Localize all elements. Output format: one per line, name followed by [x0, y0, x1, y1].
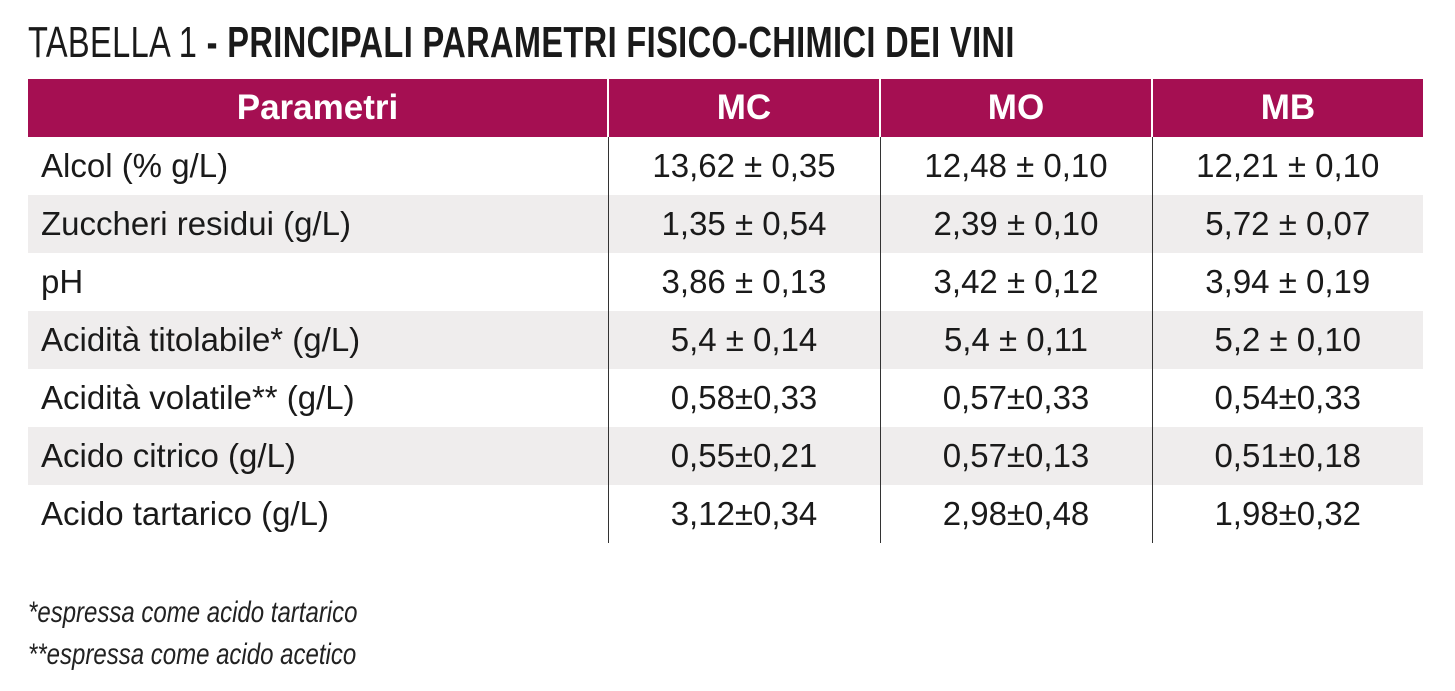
data-table: Parametri MC MO MB Alcol (% g/L) 13,62 ± 0,3… — [28, 79, 1423, 543]
table-cell: 5,72 ± 0,07 — [1151, 195, 1423, 253]
header-cell: Parametri — [28, 79, 608, 137]
table-row: Acidità volatile** (g/L) 0,58±0,33 0,57±0,… — [28, 369, 1423, 427]
table-row: Zuccheri residui (g/L) 1,35 ± 0,54 2,39 ± … — [28, 195, 1423, 253]
table-cell: 5,4 ± 0,11 — [879, 311, 1152, 369]
header-cell: MO — [879, 79, 1152, 137]
header-cell: MC — [607, 79, 880, 137]
table-cell: 2,98±0,48 — [879, 485, 1152, 543]
footnote: **espressa come acido acetico — [28, 638, 357, 671]
table-row: pH 3,86 ± 0,13 3,42 ± 0,12 3,94 ± 0,19 — [28, 253, 1423, 311]
table-row: Acido citrico (g/L) 0,55±0,21 0,57±0,13 0,5… — [28, 427, 1423, 485]
table-cell: 0,58±0,33 — [607, 369, 880, 427]
table-row: Acido tartarico (g/L) 3,12±0,34 2,98±0,48 1… — [28, 485, 1423, 543]
table-cell: 0,54±0,33 — [1151, 369, 1423, 427]
table-cell: 3,12±0,34 — [607, 485, 880, 543]
row-label: Acido citrico (g/L) — [28, 427, 608, 485]
table-cell: 3,94 ± 0,19 — [1151, 253, 1423, 311]
table-title: TABELLA 1 - PRINCIPALI PARAMETRI FISICO-… — [28, 18, 1015, 68]
row-label: Zuccheri residui (g/L) — [28, 195, 608, 253]
row-label: pH — [41, 263, 84, 300]
row-label: Alcol (% g/L) — [41, 147, 229, 184]
table-row: Acidità titolabile* (g/L) 5,4 ± 0,14 5,4 ±… — [28, 311, 1423, 369]
table-cell: 5,2 ± 0,10 — [1151, 311, 1423, 369]
header-cell: MB — [1151, 79, 1423, 137]
footnote: *espressa come acido tartarico — [28, 596, 358, 629]
table-cell: 3,86 ± 0,13 — [607, 253, 880, 311]
table-cell: 5,4 ± 0,14 — [607, 311, 880, 369]
row-label: Acidità volatile** (g/L) — [41, 379, 355, 416]
title-text: - PRINCIPALI PARAMETRI FISICO-CHIMICI DE… — [206, 18, 1015, 67]
table-cell: 12,21 ± 0,10 — [1151, 137, 1423, 195]
table-cell: 2,39 ± 0,10 — [879, 195, 1152, 253]
table-cell: 1,98±0,32 — [1151, 485, 1423, 543]
table-cell: 1,35 ± 0,54 — [607, 195, 880, 253]
row-label: Acidità titolabile* (g/L) — [28, 311, 608, 369]
header-row: Parametri MC MO MB — [28, 79, 1423, 137]
table-cell: 3,42 ± 0,12 — [879, 253, 1152, 311]
table-row: Alcol (% g/L) 13,62 ± 0,35 12,48 ± 0,10 12,… — [28, 137, 1423, 195]
row-label: Acido tartarico (g/L) — [41, 495, 329, 532]
table-cell: 0,55±0,21 — [607, 427, 880, 485]
table-cell: 0,57±0,33 — [879, 369, 1152, 427]
table-cell: 12,48 ± 0,10 — [879, 137, 1152, 195]
title-label: TABELLA 1 — [28, 18, 198, 67]
table-cell: 0,51±0,18 — [1151, 427, 1423, 485]
table-body: Alcol (% g/L) 13,62 ± 0,35 12,48 ± 0,10 12,… — [28, 137, 1423, 543]
table-cell: 13,62 ± 0,35 — [607, 137, 880, 195]
table-cell: 0,57±0,13 — [879, 427, 1152, 485]
